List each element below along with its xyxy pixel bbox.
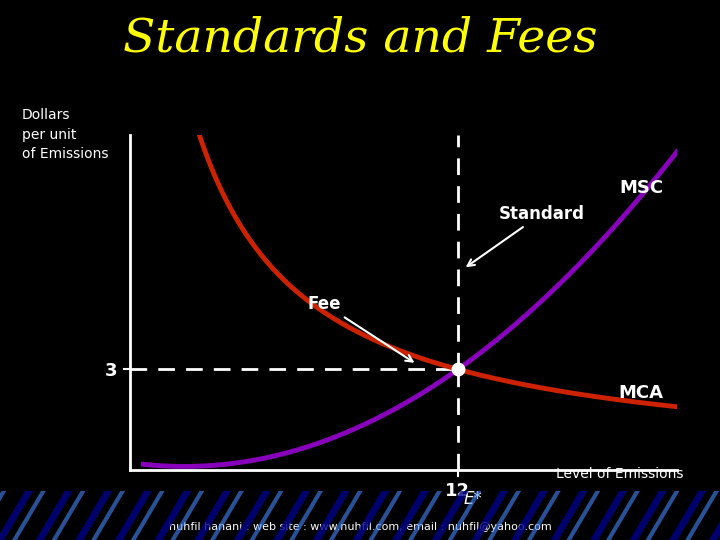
Text: MCA: MCA	[618, 384, 663, 402]
Text: Level of Emissions: Level of Emissions	[557, 467, 684, 481]
Text: E*: E*	[464, 490, 482, 508]
Text: Fee: Fee	[307, 295, 413, 362]
Text: Standard: Standard	[467, 205, 585, 266]
Text: MSC: MSC	[619, 179, 663, 197]
Text: Standards and Fees: Standards and Fees	[122, 16, 598, 62]
Text: nuhfil hanani : web site : www.nuhfil.com, email : nuhfil@yahoo.com: nuhfil hanani : web site : www.nuhfil.co…	[168, 522, 552, 532]
Text: Dollars
per unit
of Emissions: Dollars per unit of Emissions	[22, 108, 108, 161]
